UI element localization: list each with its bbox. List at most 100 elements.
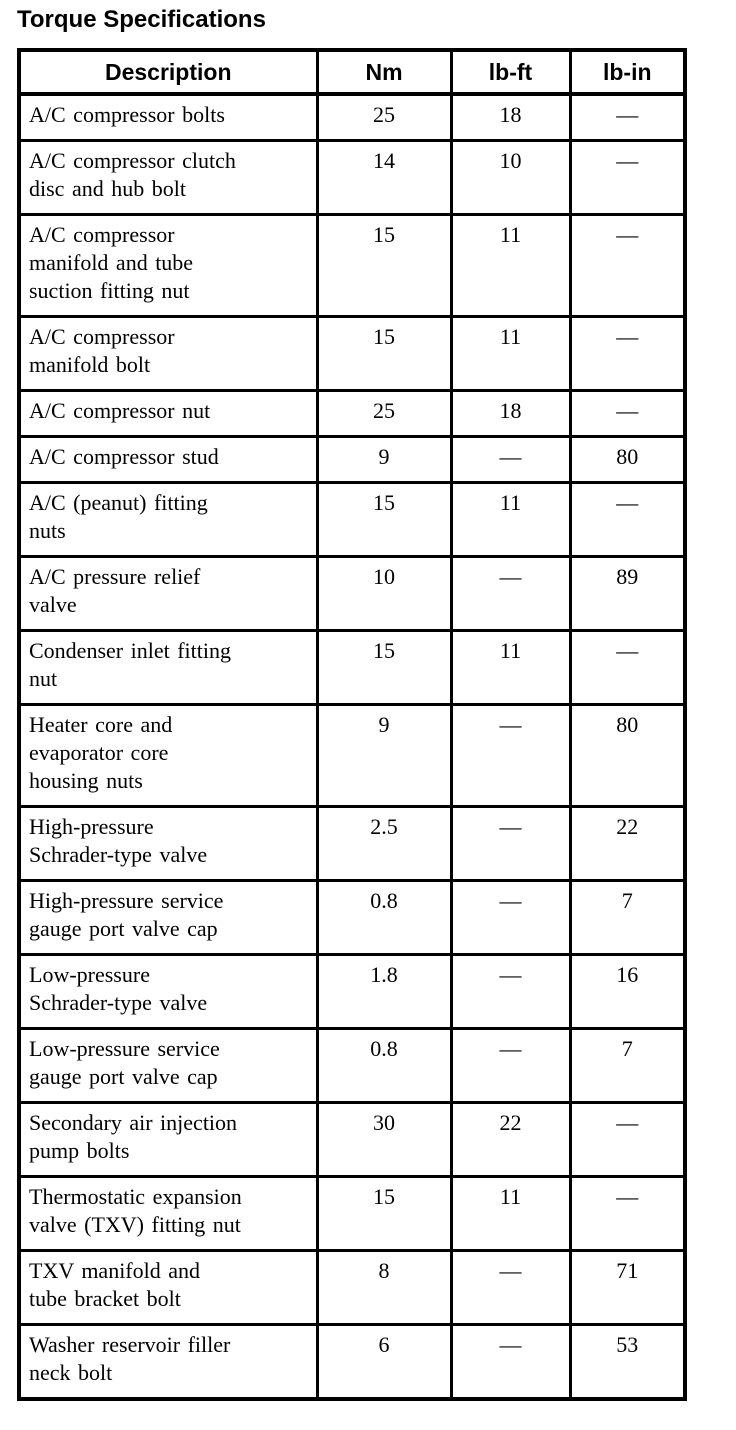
nm-cell: 8: [315, 1249, 453, 1326]
nm-cell: 25: [315, 92, 453, 142]
table-row: A/C compressor clutch disc and hub bolt 1…: [17, 139, 687, 216]
nm-cell: 6: [315, 1323, 453, 1401]
table-row: A/C compressor stud 9—80: [17, 435, 687, 484]
lb-ft-cell: 18: [449, 92, 572, 142]
description-cell: A/C pressure relief valve: [17, 555, 319, 632]
nm-cell: 14: [315, 139, 453, 216]
nm-cell: 10: [315, 555, 453, 632]
nm-cell: 0.8: [315, 1027, 453, 1104]
description-cell: Secondary air injection pump bolts: [17, 1101, 319, 1178]
description-cell: A/C compressor stud: [17, 435, 319, 484]
col-header-lb-ft: lb-ft: [449, 48, 572, 96]
table-row: Condenser inlet fitting nut 15 11—: [17, 629, 687, 706]
nm-cell: 15: [315, 1175, 453, 1252]
nm-cell: 15: [315, 481, 453, 558]
nm-cell: 15: [315, 629, 453, 706]
lb-ft-cell: —: [449, 1027, 572, 1104]
lb-in-cell: 16: [568, 953, 687, 1030]
lb-ft-cell: —: [449, 555, 572, 632]
lb-in-cell: —: [568, 1101, 687, 1178]
lb-ft-cell: —: [449, 805, 572, 882]
lb-in-cell: —: [568, 213, 687, 318]
lb-in-cell: 22: [568, 805, 687, 882]
description-cell: Thermostatic expansion valve (TXV) fitti…: [17, 1175, 319, 1252]
nm-cell: 25: [315, 389, 453, 438]
description-cell: A/C compressor clutch disc and hub bolt: [17, 139, 319, 216]
col-header-description: Description: [17, 48, 319, 96]
nm-cell: 1.8: [315, 953, 453, 1030]
table-row: Heater core and evaporator core housing …: [17, 703, 687, 808]
description-cell: Washer reservoir filler neck bolt: [17, 1323, 319, 1401]
col-header-nm: Nm: [315, 48, 453, 96]
lb-in-cell: —: [568, 315, 687, 392]
description-cell: Condenser inlet fitting nut: [17, 629, 319, 706]
description-cell: Low-pressure Schrader-type valve: [17, 953, 319, 1030]
lb-ft-cell: 11: [449, 1175, 572, 1252]
nm-cell: 15: [315, 315, 453, 392]
lb-ft-cell: 11: [449, 213, 572, 318]
lb-in-cell: —: [568, 1175, 687, 1252]
nm-cell: 2.5: [315, 805, 453, 882]
table-row: High-pressure service gauge port valve c…: [17, 879, 687, 956]
page-title: Torque Specifications: [17, 6, 266, 33]
lb-ft-cell: —: [449, 1249, 572, 1326]
description-cell: A/C compressor nut: [17, 389, 319, 438]
table-row: A/C compressor manifold bolt 15 11—: [17, 315, 687, 392]
table-row: A/C compressor nut 25 18—: [17, 389, 687, 438]
table-row: High-pressure Schrader-type valve 2.5—22: [17, 805, 687, 882]
table-header-row: Description Nm lb-ft lb-in: [17, 48, 687, 96]
description-cell: High-pressure service gauge port valve c…: [17, 879, 319, 956]
table-row: Washer reservoir filler neck bolt 6—53: [17, 1323, 687, 1401]
description-cell: TXV manifold and tube bracket bolt: [17, 1249, 319, 1326]
lb-in-cell: —: [568, 92, 687, 142]
lb-ft-cell: 18: [449, 389, 572, 438]
description-cell: A/C compressor bolts: [17, 92, 319, 142]
nm-cell: 9: [315, 435, 453, 484]
lb-in-cell: 7: [568, 1027, 687, 1104]
table-row: A/C compressor manifold and tube suction…: [17, 213, 687, 318]
table-row: Low-pressure service gauge port valve ca…: [17, 1027, 687, 1104]
lb-ft-cell: —: [449, 1323, 572, 1401]
table-row: Low-pressure Schrader-type valve 1.8—16: [17, 953, 687, 1030]
lb-ft-cell: 11: [449, 315, 572, 392]
lb-ft-cell: 10: [449, 139, 572, 216]
table-row: TXV manifold and tube bracket bolt 8—71: [17, 1249, 687, 1326]
lb-ft-cell: —: [449, 953, 572, 1030]
lb-in-cell: 80: [568, 435, 687, 484]
col-header-lb-in: lb-in: [568, 48, 687, 96]
description-cell: High-pressure Schrader-type valve: [17, 805, 319, 882]
description-cell: Heater core and evaporator core housing …: [17, 703, 319, 808]
nm-cell: 30: [315, 1101, 453, 1178]
table-row: A/C compressor bolts 25 18—: [17, 92, 687, 142]
lb-ft-cell: 11: [449, 629, 572, 706]
lb-ft-cell: 11: [449, 481, 572, 558]
table-header: Description Nm lb-ft lb-in: [17, 48, 687, 96]
table-row: Secondary air injection pump bolts 30 22—: [17, 1101, 687, 1178]
lb-ft-cell: 22: [449, 1101, 572, 1178]
lb-in-cell: 89: [568, 555, 687, 632]
description-cell: A/C (peanut) fitting nuts: [17, 481, 319, 558]
document-page: Torque Specifications Description Nm lb-…: [17, 6, 687, 1401]
lb-in-cell: 71: [568, 1249, 687, 1326]
lb-in-cell: —: [568, 139, 687, 216]
description-cell: A/C compressor manifold bolt: [17, 315, 319, 392]
table-row: A/C pressure relief valve 10—89: [17, 555, 687, 632]
lb-ft-cell: —: [449, 703, 572, 808]
table-row: A/C (peanut) fitting nuts 15 11—: [17, 481, 687, 558]
lb-in-cell: —: [568, 389, 687, 438]
description-cell: A/C compressor manifold and tube suction…: [17, 213, 319, 318]
table-body: A/C compressor bolts 25 18— A/C compressor …: [17, 92, 687, 1401]
table-row: Thermostatic expansion valve (TXV) fitti…: [17, 1175, 687, 1252]
lb-in-cell: —: [568, 481, 687, 558]
nm-cell: 0.8: [315, 879, 453, 956]
lb-in-cell: —: [568, 629, 687, 706]
lb-ft-cell: —: [449, 435, 572, 484]
lb-ft-cell: —: [449, 879, 572, 956]
lb-in-cell: 80: [568, 703, 687, 808]
nm-cell: 15: [315, 213, 453, 318]
lb-in-cell: 53: [568, 1323, 687, 1401]
lb-in-cell: 7: [568, 879, 687, 956]
description-cell: Low-pressure service gauge port valve ca…: [17, 1027, 319, 1104]
nm-cell: 9: [315, 703, 453, 808]
torque-specifications-table: Description Nm lb-ft lb-in A/C compresso…: [17, 48, 687, 1401]
